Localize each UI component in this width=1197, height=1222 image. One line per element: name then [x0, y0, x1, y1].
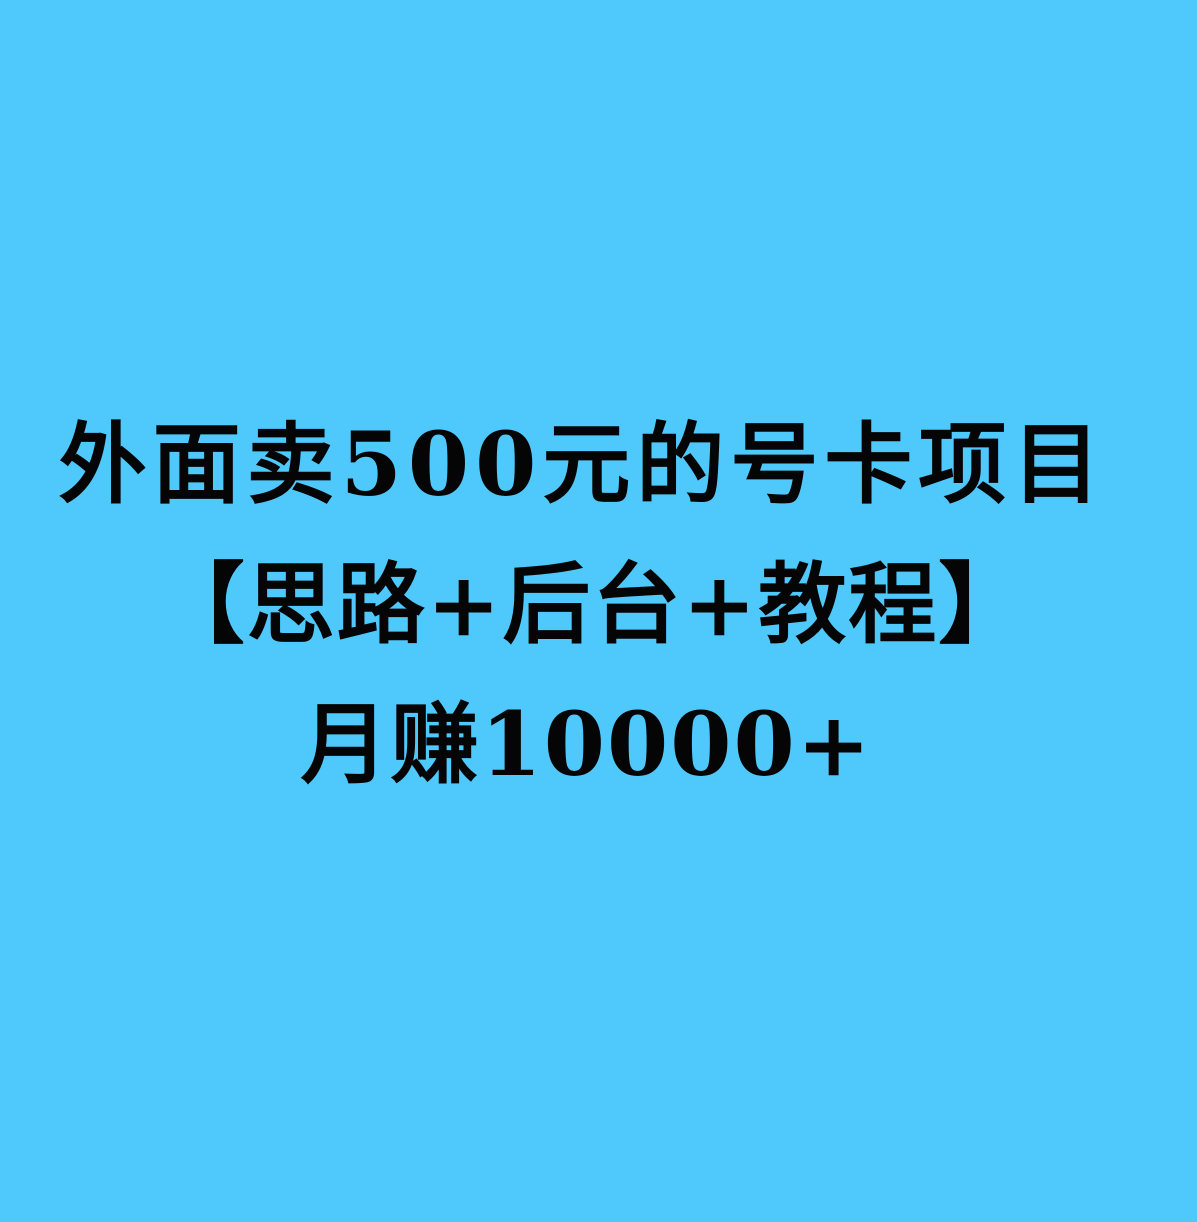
- headline-line-1: 外面卖500元的号卡项目: [58, 412, 1107, 516]
- headline-line-3: 月赚10000+: [300, 692, 873, 796]
- headline-line-2: 【思路+后台+教程】: [156, 552, 1029, 656]
